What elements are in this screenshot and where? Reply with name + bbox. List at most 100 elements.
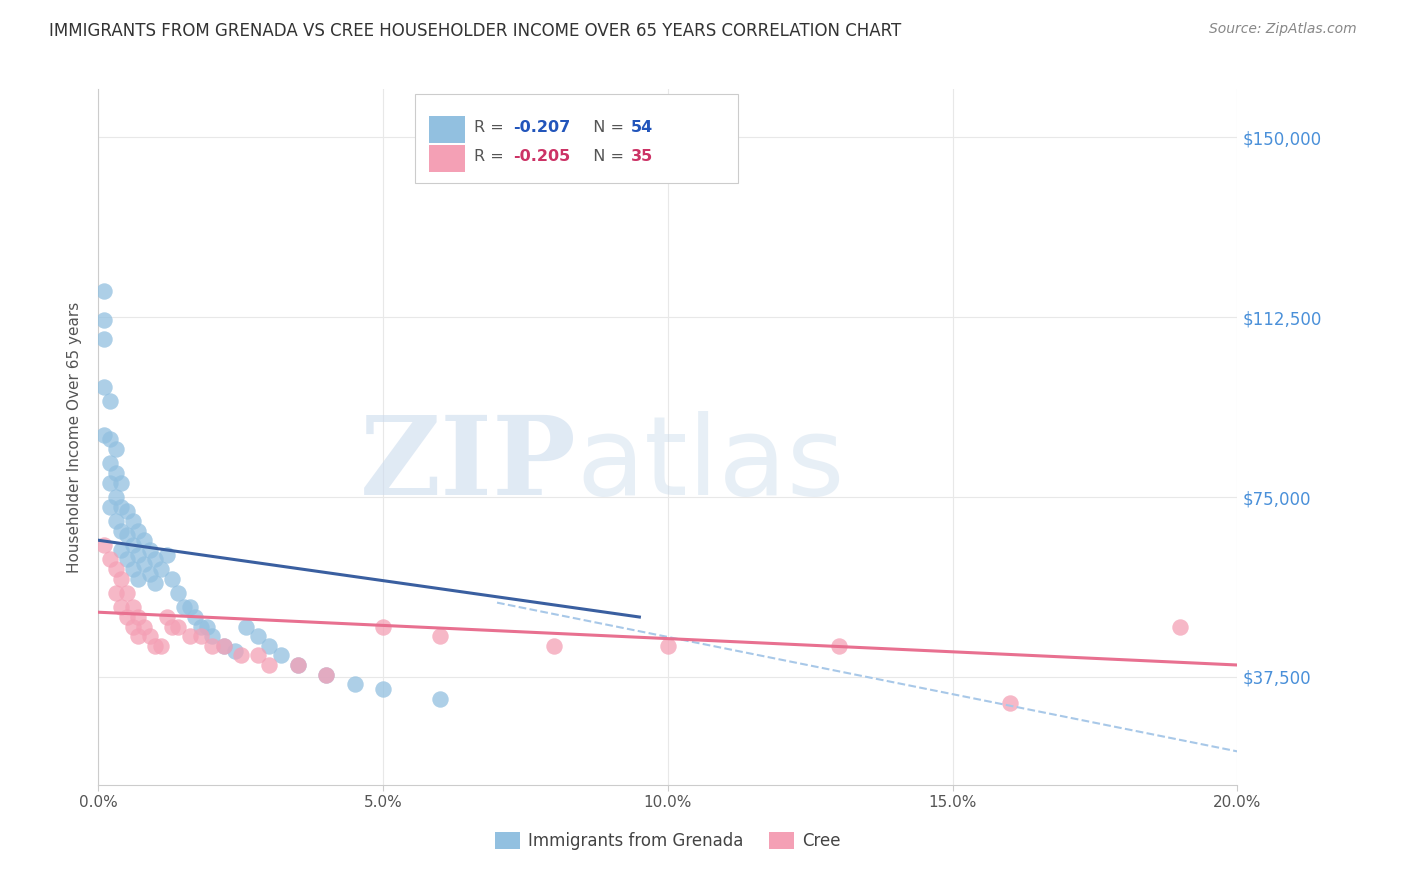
Point xyxy=(98,433,121,447)
Point xyxy=(127,629,149,643)
Text: atlas: atlas xyxy=(576,411,845,518)
Point xyxy=(138,629,160,643)
Point xyxy=(93,380,115,394)
Point xyxy=(184,610,207,624)
Point xyxy=(270,648,292,663)
Point xyxy=(373,619,395,633)
Point xyxy=(132,558,155,572)
Point xyxy=(179,600,201,615)
Point xyxy=(657,639,679,653)
Point xyxy=(373,681,395,696)
Point xyxy=(93,312,115,326)
Point xyxy=(190,629,212,643)
Point xyxy=(167,619,190,633)
Point xyxy=(98,457,121,471)
Text: 54: 54 xyxy=(631,120,654,135)
Point xyxy=(121,562,143,576)
Point xyxy=(259,639,281,653)
Point xyxy=(315,667,337,681)
Point xyxy=(98,394,121,409)
Point xyxy=(93,284,115,298)
Text: Source: ZipAtlas.com: Source: ZipAtlas.com xyxy=(1209,22,1357,37)
Point xyxy=(104,442,127,456)
Text: R =: R = xyxy=(474,149,509,163)
Point xyxy=(167,586,190,600)
Point xyxy=(121,600,143,615)
Point xyxy=(343,677,366,691)
Point xyxy=(98,500,121,514)
Point xyxy=(132,619,155,633)
Point xyxy=(156,610,179,624)
Point xyxy=(104,562,127,576)
Point xyxy=(224,643,246,657)
Point xyxy=(132,533,155,548)
Point xyxy=(201,639,224,653)
Point xyxy=(127,524,149,538)
Point xyxy=(93,538,115,552)
Point xyxy=(190,619,212,633)
Point xyxy=(212,639,235,653)
Point xyxy=(110,475,132,490)
Point xyxy=(127,572,149,586)
Point xyxy=(93,427,115,442)
Point xyxy=(259,658,281,673)
Point xyxy=(127,548,149,562)
Point xyxy=(115,586,138,600)
Point xyxy=(110,600,132,615)
Point xyxy=(138,566,160,581)
Text: IMMIGRANTS FROM GRENADA VS CREE HOUSEHOLDER INCOME OVER 65 YEARS CORRELATION CHA: IMMIGRANTS FROM GRENADA VS CREE HOUSEHOL… xyxy=(49,22,901,40)
Point xyxy=(110,500,132,514)
Point xyxy=(162,572,184,586)
Point xyxy=(104,586,127,600)
Point xyxy=(115,528,138,542)
Point xyxy=(195,619,218,633)
Text: N =: N = xyxy=(583,149,630,163)
Legend: Immigrants from Grenada, Cree: Immigrants from Grenada, Cree xyxy=(488,825,848,856)
Point xyxy=(110,542,132,557)
Point xyxy=(1170,619,1192,633)
Point xyxy=(246,648,269,663)
Point xyxy=(98,552,121,566)
Point xyxy=(287,658,309,673)
Point xyxy=(201,629,224,643)
Point xyxy=(162,619,184,633)
Point xyxy=(145,639,167,653)
Point xyxy=(315,667,337,681)
Point xyxy=(121,514,143,528)
Point xyxy=(156,548,179,562)
Text: -0.207: -0.207 xyxy=(513,120,571,135)
Point xyxy=(828,639,851,653)
Text: -0.205: -0.205 xyxy=(513,149,571,163)
Point xyxy=(212,639,235,653)
Point xyxy=(127,610,149,624)
Point xyxy=(104,514,127,528)
Point xyxy=(110,524,132,538)
Point xyxy=(173,600,195,615)
Point xyxy=(287,658,309,673)
Point xyxy=(104,490,127,504)
Point xyxy=(179,629,201,643)
Point xyxy=(150,562,173,576)
Point xyxy=(98,475,121,490)
Point xyxy=(543,639,565,653)
Point xyxy=(110,572,132,586)
Point xyxy=(998,697,1021,711)
Text: 35: 35 xyxy=(631,149,654,163)
Text: ZIP: ZIP xyxy=(360,411,576,518)
Point xyxy=(429,691,451,706)
Point xyxy=(246,629,269,643)
Y-axis label: Householder Income Over 65 years: Householder Income Over 65 years xyxy=(67,301,83,573)
Point xyxy=(150,639,173,653)
Point xyxy=(229,648,252,663)
Point xyxy=(145,576,167,591)
Point xyxy=(138,542,160,557)
Point xyxy=(115,552,138,566)
Point xyxy=(121,619,143,633)
Point xyxy=(235,619,257,633)
Point xyxy=(93,332,115,346)
Point xyxy=(145,552,167,566)
Text: R =: R = xyxy=(474,120,509,135)
Text: N =: N = xyxy=(583,120,630,135)
Point xyxy=(104,466,127,480)
Point xyxy=(429,629,451,643)
